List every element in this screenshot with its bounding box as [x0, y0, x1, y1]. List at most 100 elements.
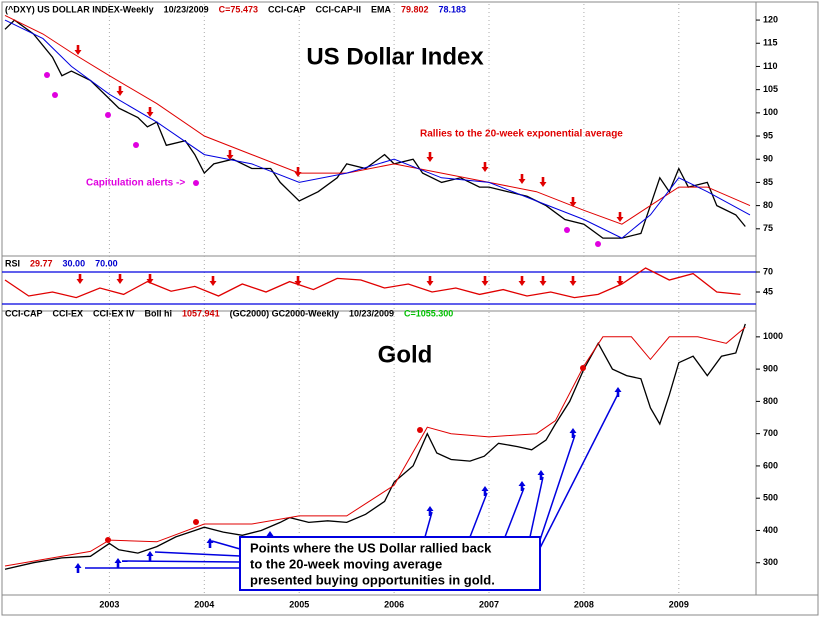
header-text: 10/23/2009 — [164, 4, 209, 14]
sell-arrow — [426, 276, 434, 286]
pointer — [154, 551, 241, 557]
header-text: Boll hi — [145, 308, 173, 318]
header-text: 30.00 — [63, 258, 86, 268]
y-tick-label: 70 — [763, 266, 773, 276]
sell-arrow — [616, 212, 624, 222]
header-text: EMA — [371, 4, 392, 14]
sell-arrow — [569, 197, 577, 207]
series-line — [4, 267, 741, 299]
header-text: CCI-CAP — [5, 308, 43, 318]
alert-dot — [417, 427, 423, 433]
header-text: 1057.941 — [182, 308, 220, 318]
annotation-line: to the 20-week moving average — [250, 556, 442, 571]
pointer — [539, 393, 619, 549]
header-text: (GC2000) GC2000-Weekly — [230, 308, 339, 318]
y-tick-label: 45 — [763, 286, 773, 296]
sell-arrow — [146, 107, 154, 117]
y-tick-label: 110 — [763, 61, 778, 71]
header-text: 70.00 — [95, 258, 118, 268]
annotation-box — [239, 536, 541, 591]
header-text: CCI-CAP — [268, 4, 306, 14]
pointer — [211, 540, 241, 550]
annotation: Capitulation alerts -> — [86, 178, 185, 189]
header-text: CCI-EX — [53, 308, 84, 318]
alert-dot — [193, 180, 199, 186]
y-tick-label: 400 — [763, 525, 778, 535]
y-tick-label: 700 — [763, 428, 778, 438]
y-tick-label: 900 — [763, 363, 778, 373]
buy-arrow — [426, 506, 434, 516]
alert-dot — [193, 519, 199, 525]
chart-title: Gold — [378, 341, 433, 368]
series-line — [4, 14, 751, 225]
alert-dot — [105, 112, 111, 118]
buy-arrow — [206, 538, 214, 548]
sell-arrow — [539, 177, 547, 187]
x-tick-label: 2005 — [289, 599, 309, 609]
x-tick-label: 2003 — [99, 599, 119, 609]
y-tick-label: 80 — [763, 200, 773, 210]
y-tick-label: 800 — [763, 396, 778, 406]
buy-arrow — [537, 470, 545, 480]
y-tick-label: 100 — [763, 107, 778, 117]
y-tick-label: 1000 — [763, 331, 783, 341]
buy-arrow — [114, 558, 122, 568]
header-text: 29.77 — [30, 258, 53, 268]
chart-title: US Dollar Index — [306, 43, 484, 70]
buy-arrow — [146, 551, 154, 561]
x-tick-label: 2004 — [194, 599, 214, 609]
pointer — [424, 511, 433, 538]
header-text: CCI-EX IV — [93, 308, 135, 318]
y-tick-label: 500 — [763, 493, 778, 503]
alert-dot — [133, 142, 139, 148]
sell-arrow — [226, 150, 234, 160]
header-text: 10/23/2009 — [349, 308, 394, 318]
alert-dot — [44, 72, 50, 78]
alert-dot — [595, 241, 601, 247]
header-text: C=1055.300 — [404, 308, 453, 318]
pointer — [504, 487, 525, 538]
buy-arrow — [518, 481, 526, 491]
series-line — [4, 19, 751, 239]
buy-arrow — [74, 563, 82, 573]
x-tick-label: 2008 — [574, 599, 594, 609]
sell-arrow — [209, 276, 217, 286]
sell-arrow — [76, 274, 84, 284]
x-tick-label: 2007 — [479, 599, 499, 609]
annotation: Rallies to the 20-week exponential avera… — [420, 129, 623, 140]
pointer — [529, 476, 544, 538]
series-line — [4, 326, 746, 567]
sell-arrow — [539, 276, 547, 286]
sell-arrow — [518, 276, 526, 286]
header-text: (^DXY) US DOLLAR INDEX-Weekly — [5, 4, 154, 14]
x-tick-label: 2009 — [669, 599, 689, 609]
sell-arrow — [294, 167, 302, 177]
y-tick-label: 105 — [763, 84, 778, 94]
header-text: CCI-CAP-II — [315, 4, 361, 14]
sell-arrow — [569, 276, 577, 286]
x-tick-label: 2006 — [384, 599, 404, 609]
header-text: C=75.473 — [219, 4, 258, 14]
sell-arrow — [146, 274, 154, 284]
header-text: 79.802 — [401, 4, 429, 14]
y-tick-label: 600 — [763, 460, 778, 470]
y-tick-label: 120 — [763, 14, 778, 24]
y-tick-label: 95 — [763, 130, 773, 140]
sell-arrow — [481, 162, 489, 172]
pointer — [469, 492, 488, 538]
header-text: 78.183 — [439, 4, 467, 14]
signals — [44, 45, 624, 573]
series-line — [4, 323, 746, 570]
sell-arrow — [116, 86, 124, 96]
y-tick-label: 75 — [763, 223, 773, 233]
sell-arrow — [481, 276, 489, 286]
header-text: RSI — [5, 258, 20, 268]
sell-arrow — [294, 276, 302, 286]
series-line — [4, 19, 746, 239]
annotation-line: presented buying opportunities in gold. — [250, 572, 495, 587]
y-tick-label: 115 — [763, 38, 778, 48]
buy-arrow — [614, 387, 622, 397]
annotation-line: Points where the US Dollar rallied back — [250, 540, 492, 555]
